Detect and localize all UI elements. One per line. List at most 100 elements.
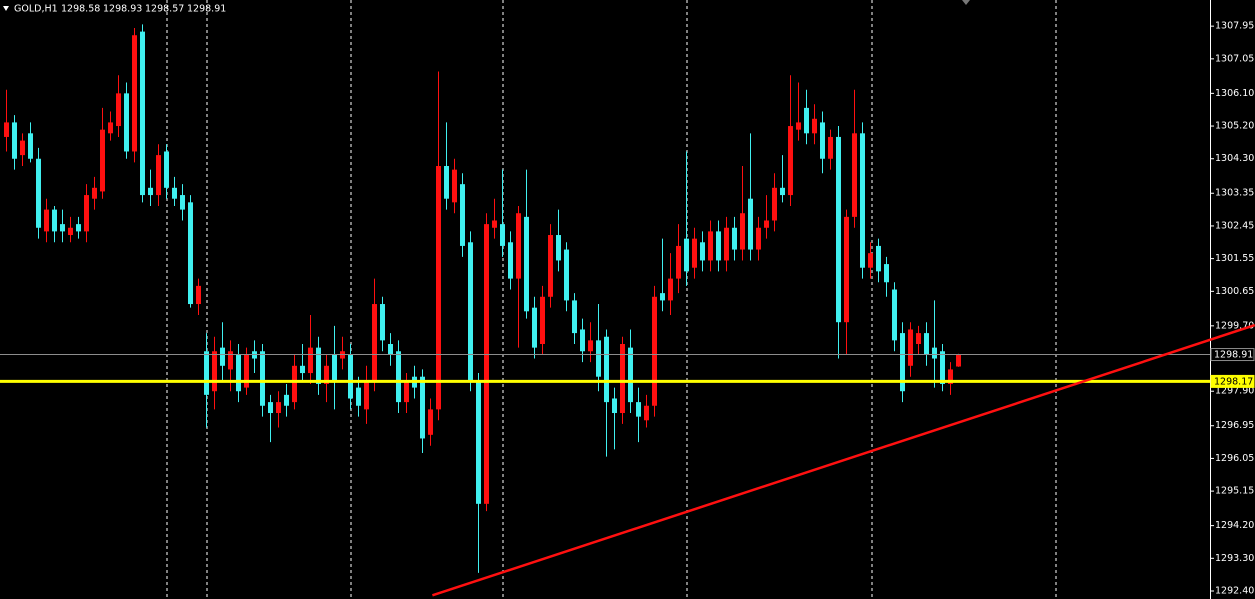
candle-body xyxy=(364,380,369,410)
candle-body xyxy=(516,213,521,279)
high-value: 1298.93 xyxy=(103,4,142,15)
candle-body xyxy=(36,158,41,228)
y-tick-label: 1292.40 xyxy=(1215,586,1254,597)
candle-body xyxy=(76,224,81,232)
low-value: 1298.57 xyxy=(145,4,184,15)
candle-body xyxy=(308,347,313,374)
candle-body xyxy=(244,354,249,388)
candle-body xyxy=(380,304,385,341)
y-tick-label: 1296.95 xyxy=(1215,420,1254,431)
candle-body xyxy=(140,31,145,196)
y-tick-label: 1299.70 xyxy=(1215,320,1254,331)
y-tick-label: 1297.90 xyxy=(1215,386,1254,397)
candle-body xyxy=(20,140,25,156)
candle-body xyxy=(676,245,681,279)
candle-body xyxy=(532,307,537,348)
price-label-box xyxy=(1210,374,1255,388)
candle-body xyxy=(92,187,97,199)
candle-body xyxy=(588,340,593,352)
candle-body xyxy=(756,227,761,250)
candle-body xyxy=(268,402,273,414)
candle-body xyxy=(820,122,825,159)
candle-body xyxy=(188,202,193,305)
candle-body xyxy=(804,107,809,134)
candle-body xyxy=(84,195,89,232)
candle-body xyxy=(52,209,57,232)
candle-body xyxy=(500,224,505,246)
candle-body xyxy=(324,365,329,384)
y-tick-label: 1303.35 xyxy=(1215,188,1254,199)
candle-body xyxy=(132,35,137,152)
candle-body xyxy=(404,380,409,403)
separators xyxy=(166,0,1057,599)
candle-body xyxy=(108,122,113,134)
candle-body xyxy=(868,253,873,268)
candle-body xyxy=(844,216,849,323)
candle-body xyxy=(548,235,553,297)
candle-body xyxy=(636,402,641,417)
candle-body xyxy=(684,238,689,272)
candle-body xyxy=(172,187,177,199)
y-tick-label: 1300.65 xyxy=(1215,286,1254,297)
candle-body xyxy=(524,216,529,312)
candle-body xyxy=(644,405,649,421)
candle-body xyxy=(836,136,841,323)
candle-body xyxy=(716,231,721,261)
candle-body xyxy=(708,231,713,261)
trend-line xyxy=(432,323,1255,597)
candle-body xyxy=(900,333,905,392)
candle-body xyxy=(572,300,577,334)
candle-body xyxy=(348,354,353,399)
candle-body xyxy=(204,351,209,395)
candle-body xyxy=(388,343,393,355)
candle-body xyxy=(476,380,481,504)
candle-body xyxy=(220,347,225,366)
candle-body xyxy=(228,351,233,370)
open-value: 1298.58 xyxy=(61,4,100,15)
candle-body xyxy=(948,369,953,384)
candle-body xyxy=(60,224,65,232)
candle-body xyxy=(892,289,897,341)
candle-body xyxy=(356,387,361,406)
y-tick-label: 1302.45 xyxy=(1215,220,1254,231)
y-tick-label: 1305.20 xyxy=(1215,121,1254,132)
close-value: 1298.91 xyxy=(187,4,226,15)
shift-marker xyxy=(962,0,970,5)
candle-body xyxy=(236,354,241,392)
candle-body xyxy=(620,343,625,414)
candle-body xyxy=(100,129,105,192)
candle-body xyxy=(764,220,769,228)
candle-body xyxy=(652,296,657,406)
candle-body xyxy=(444,166,449,199)
candle-body xyxy=(436,166,441,410)
y-tick-label: 1307.05 xyxy=(1215,53,1254,64)
candle-body xyxy=(180,195,185,210)
candle-body xyxy=(156,155,161,196)
menu-arrow xyxy=(3,6,9,11)
candle-body xyxy=(300,365,305,374)
y-tick-label: 1296.05 xyxy=(1215,453,1254,464)
candle-body xyxy=(772,187,777,221)
candle-body xyxy=(908,329,913,366)
candle-body xyxy=(276,402,281,414)
y-tick-label: 1304.30 xyxy=(1215,153,1254,164)
y-tick-label: 1295.15 xyxy=(1215,486,1254,497)
y-tick-label: 1307.95 xyxy=(1215,21,1254,32)
candle-body xyxy=(852,133,857,217)
price-label-box xyxy=(1210,348,1255,362)
y-tick-label: 1306.10 xyxy=(1215,88,1254,99)
candle-body xyxy=(508,242,513,279)
candle-body xyxy=(492,220,497,228)
candle-body xyxy=(164,151,169,188)
candle-body xyxy=(612,398,617,414)
candle-body xyxy=(148,187,153,196)
price-label: 1298.17 xyxy=(1214,376,1253,387)
candle-body xyxy=(940,351,945,384)
candle-body xyxy=(68,227,73,236)
candle-body xyxy=(124,93,129,152)
candle-body xyxy=(924,333,929,355)
candles xyxy=(4,24,961,573)
